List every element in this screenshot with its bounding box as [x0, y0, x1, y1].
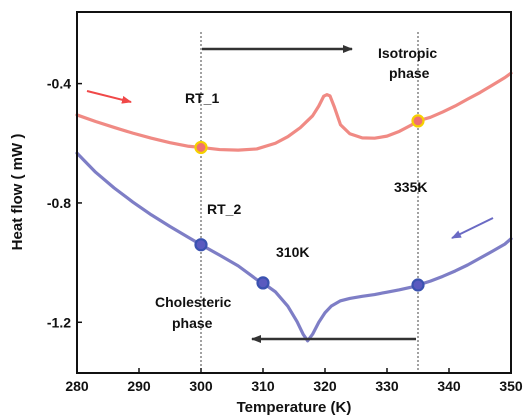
y-axis-title: Heat flow ( mW ) [9, 134, 26, 251]
label-310k: 310K [276, 244, 309, 260]
plot-frame [76, 11, 512, 374]
series-layer [75, 71, 513, 343]
y-tick-label-0: -1.2 [47, 314, 71, 330]
x-tick-label-2: 300 [189, 378, 213, 394]
reference-lines [200, 32, 419, 373]
cooling-marker-2 [194, 238, 208, 252]
label-cholesteric-phase: phase [172, 315, 213, 331]
marker-layer [194, 114, 425, 292]
heating-curve [75, 71, 513, 152]
arrow-blue-curve [451, 217, 494, 239]
x-tick-label-3: 310 [251, 378, 275, 394]
x-tick-label-4: 320 [313, 378, 337, 394]
cooling-marker-4 [411, 278, 425, 292]
heating-marker-1 [411, 114, 425, 128]
x-axis: 280 290 300 310 320 330 340 350 [65, 368, 523, 394]
y-tick-label-2: -0.4 [47, 76, 71, 92]
label-cholesteric: Cholesteric [155, 294, 231, 310]
label-rt2: RT_2 [207, 201, 241, 217]
heating-marker-0 [194, 140, 208, 155]
x-tick-label-1: 290 [127, 378, 151, 394]
label-335k: 335K [394, 179, 427, 195]
x-tick-label-7: 350 [499, 378, 523, 394]
x-axis-title: Temperature (K) [237, 399, 352, 416]
x-tick-label-5: 330 [375, 378, 399, 394]
label-rt1: RT_1 [185, 90, 219, 106]
arrow-red-curve [86, 90, 132, 104]
y-tick-label-1: -0.8 [47, 195, 71, 211]
label-isotropic: Isotropic [378, 45, 437, 61]
x-tick-label-0: 280 [65, 378, 89, 394]
cooling-marker-3 [256, 276, 270, 290]
y-axis: -1.2 -0.8 -0.4 [47, 76, 82, 330]
label-isotropic-phase: phase [389, 65, 430, 81]
x-tick-label-6: 340 [437, 378, 461, 394]
cooling-curve [75, 151, 513, 343]
